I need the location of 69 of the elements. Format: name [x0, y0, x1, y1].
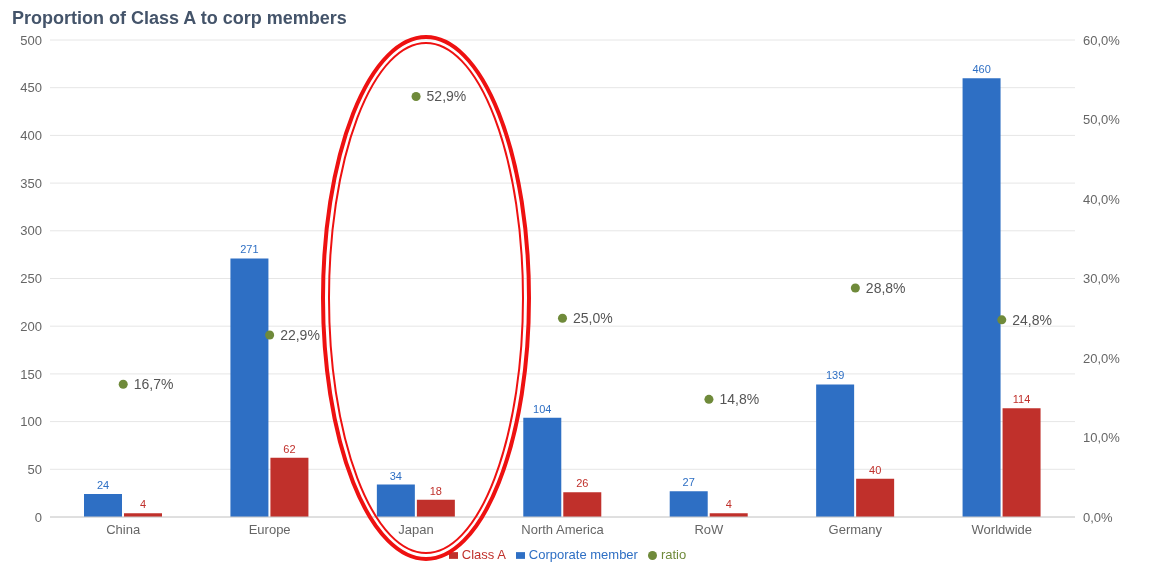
y-tick-label: 200 — [20, 318, 42, 334]
data-label: 34 — [389, 469, 402, 482]
legend-label: ratio — [660, 547, 687, 562]
data-label: 27 — [682, 476, 695, 489]
x-tick-label: North America — [521, 522, 605, 538]
y-tick-label: 150 — [20, 366, 42, 382]
point — [411, 91, 421, 101]
x-tick-label: China — [106, 522, 141, 538]
x-tick-label: Europe — [248, 522, 291, 538]
bar — [376, 484, 415, 517]
bar — [816, 384, 855, 517]
data-label: 4 — [725, 498, 732, 511]
data-label: 16,7% — [133, 376, 174, 393]
data-label: 104 — [533, 402, 552, 415]
y2-tick-label: 60,0% — [1083, 32, 1121, 48]
bar — [856, 478, 895, 517]
y-tick-label: 350 — [20, 175, 42, 191]
y2-tick-label: 40,0% — [1083, 191, 1121, 207]
data-label: 4 — [139, 498, 147, 511]
data-label: 460 — [972, 63, 991, 76]
legend-label: Class A — [461, 547, 506, 562]
point — [850, 283, 860, 293]
data-label: 14,8% — [719, 391, 760, 408]
data-label: 271 — [240, 243, 259, 256]
data-label: 22,9% — [280, 326, 320, 343]
y2-tick-label: 50,0% — [1083, 112, 1121, 128]
data-label: 25,0% — [573, 310, 613, 327]
x-tick-label: RoW — [694, 522, 725, 538]
x-tick-label: Germany — [828, 522, 883, 538]
point — [704, 394, 714, 404]
point — [118, 379, 128, 389]
x-tick-label: Japan — [398, 522, 434, 538]
data-label: 114 — [1012, 393, 1031, 406]
bar — [416, 499, 455, 517]
point — [557, 313, 568, 323]
y2-tick-label: 10,0% — [1083, 430, 1121, 446]
y-tick-label: 50 — [27, 461, 42, 477]
y-tick-label: 300 — [20, 223, 42, 239]
y-tick-label: 0 — [34, 509, 42, 525]
legend-label: Corporate member — [528, 547, 638, 562]
bar — [563, 492, 602, 517]
point — [265, 330, 275, 340]
bar — [523, 417, 562, 517]
bar — [84, 494, 122, 517]
data-label: 26 — [576, 477, 589, 490]
bar — [1002, 408, 1041, 517]
bar — [962, 78, 1001, 517]
x-tick-label: Worldwide — [971, 522, 1033, 538]
y-tick-label: 400 — [20, 128, 42, 144]
bar — [669, 491, 708, 517]
y2-tick-label: 20,0% — [1083, 350, 1121, 366]
data-label: 62 — [283, 442, 296, 455]
bar — [230, 258, 269, 517]
data-label: 40 — [869, 463, 882, 476]
data-label: 52,9% — [426, 88, 467, 105]
data-label: 28,8% — [865, 280, 906, 297]
y-tick-label: 250 — [20, 271, 42, 287]
data-label: 24 — [96, 479, 110, 492]
y2-tick-label: 0,0% — [1083, 509, 1114, 525]
y-tick-label: 500 — [20, 32, 42, 48]
y-tick-label: 100 — [20, 414, 42, 430]
y2-tick-label: 30,0% — [1083, 271, 1121, 287]
point — [997, 315, 1007, 325]
chart-title: Proportion of Class A to corp members — [11, 8, 348, 30]
y-tick-label: 450 — [20, 80, 42, 96]
bar — [270, 457, 309, 517]
data-label: 24,8% — [1012, 311, 1052, 328]
data-label: 139 — [825, 369, 845, 382]
data-label: 18 — [429, 484, 442, 497]
